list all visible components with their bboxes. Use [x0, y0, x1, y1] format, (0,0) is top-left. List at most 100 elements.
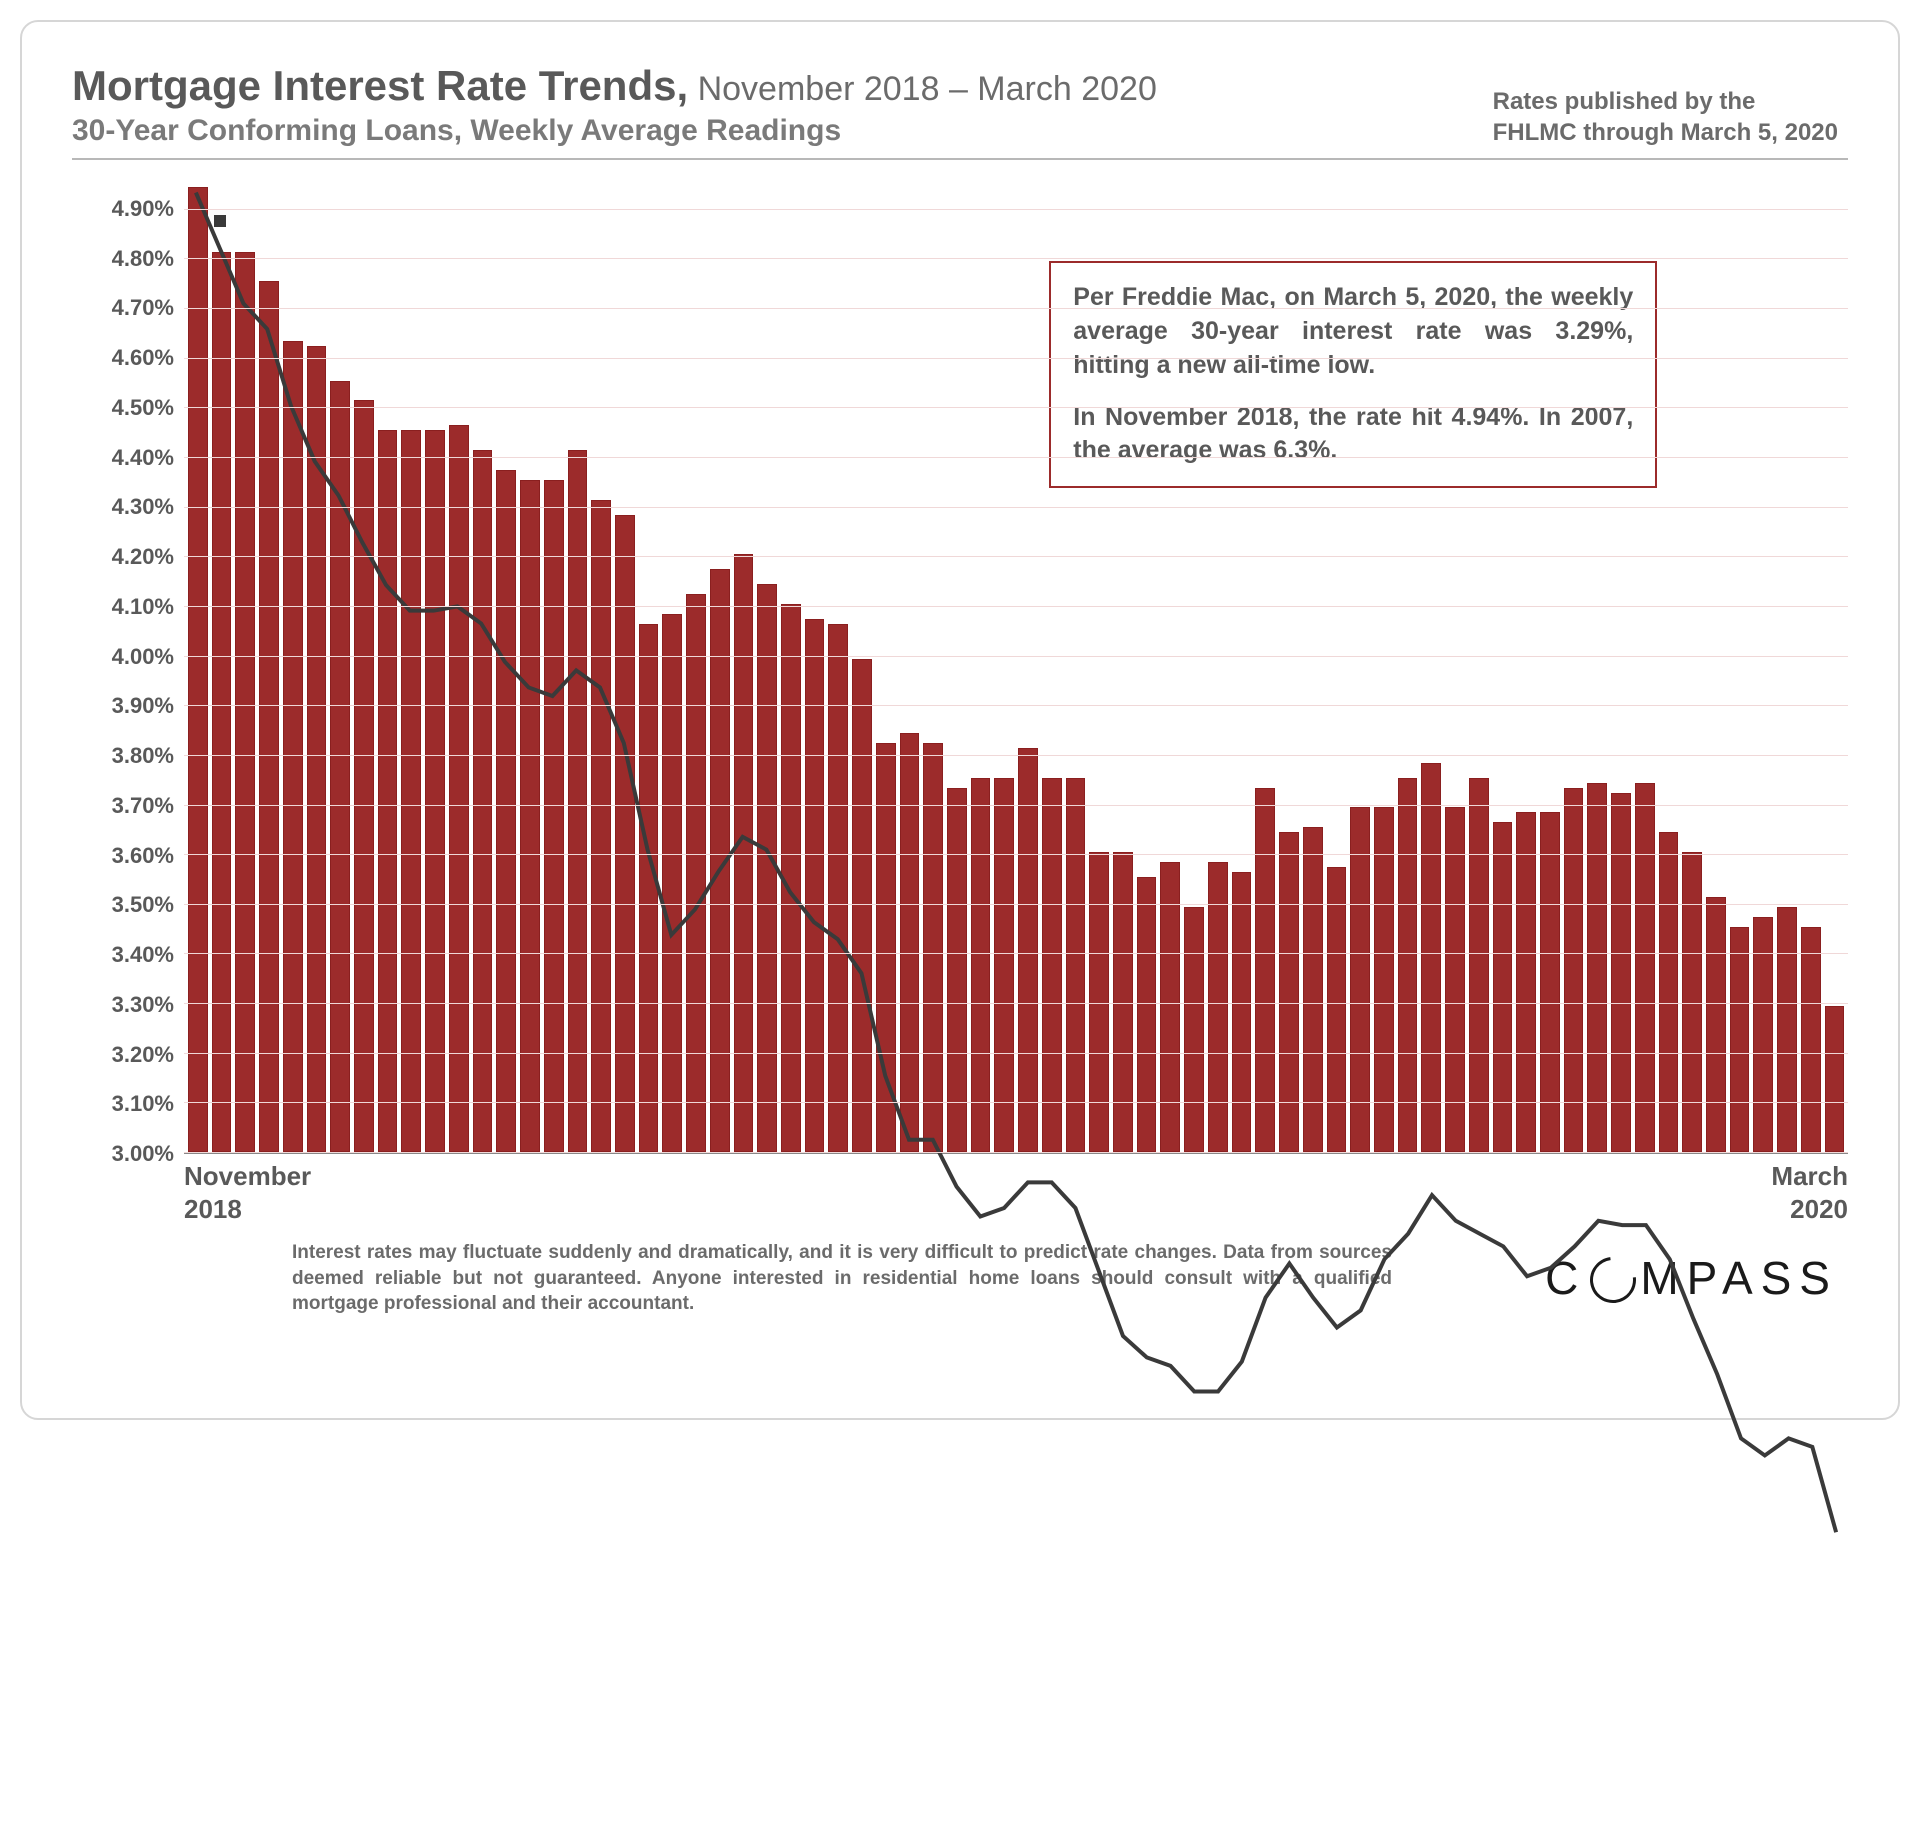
bar [1279, 832, 1299, 1152]
bar [1421, 763, 1441, 1152]
bar [1350, 807, 1370, 1152]
bar [401, 430, 421, 1152]
gridline [184, 258, 1848, 259]
y-tick-label: 4.20% [112, 544, 182, 570]
bar [496, 470, 516, 1152]
header: Mortgage Interest Rate Trends, November … [72, 62, 1848, 148]
gridline [184, 705, 1848, 706]
bar [235, 252, 255, 1153]
bar [662, 614, 682, 1152]
bar [1327, 867, 1347, 1152]
y-tick-label: 4.10% [112, 594, 182, 620]
bar [1066, 778, 1086, 1152]
bar [1753, 917, 1773, 1152]
bar [307, 346, 327, 1152]
gridline [184, 854, 1848, 855]
disclaimer: Interest rates may fluctuate suddenly an… [292, 1240, 1392, 1317]
bar [1445, 807, 1465, 1152]
source-line2: FHLMC through March 5, 2020 [1493, 117, 1838, 148]
callout-p1: Per Freddie Mac, on March 5, 2020, the w… [1073, 281, 1633, 382]
header-rule [72, 158, 1848, 160]
gridline [184, 805, 1848, 806]
gridline [184, 1003, 1848, 1004]
gridline [184, 606, 1848, 607]
x-start-month: November [184, 1160, 311, 1193]
gridline [184, 1152, 1848, 1153]
bar [591, 500, 611, 1152]
subtitle: 30-Year Conforming Loans, Weekly Average… [72, 114, 1157, 148]
bar [1184, 907, 1204, 1152]
bar [188, 187, 208, 1152]
bar [1611, 793, 1631, 1152]
gridline [184, 358, 1848, 359]
bar [757, 584, 777, 1152]
bar [1706, 897, 1726, 1152]
gridline [184, 407, 1848, 408]
bar [1635, 783, 1655, 1152]
gridline [184, 308, 1848, 309]
callout-box: Per Freddie Mac, on March 5, 2020, the w… [1049, 261, 1657, 488]
gridline [184, 1053, 1848, 1054]
bar [1398, 778, 1418, 1152]
x-axis-start: November 2018 [184, 1160, 311, 1225]
x-axis-end: March 2020 [1771, 1160, 1848, 1225]
y-tick-label: 3.00% [112, 1141, 182, 1167]
bar [781, 604, 801, 1152]
y-axis: 3.00%3.10%3.20%3.30%3.40%3.50%3.60%3.70%… [72, 184, 182, 1154]
bar [544, 480, 564, 1152]
x-end-month: March [1771, 1160, 1848, 1193]
gridline [184, 457, 1848, 458]
bar [1374, 807, 1394, 1152]
chart: 3.00%3.10%3.20%3.30%3.40%3.50%3.60%3.70%… [72, 184, 1848, 1154]
title-date-range: November 2018 – March 2020 [688, 70, 1157, 108]
gridline [184, 556, 1848, 557]
bar [520, 480, 540, 1152]
gridline [184, 209, 1848, 210]
bar [283, 341, 303, 1152]
y-tick-label: 4.80% [112, 246, 182, 272]
bar [1160, 862, 1180, 1152]
bar [852, 659, 872, 1152]
bar [1469, 778, 1489, 1152]
bar [212, 252, 232, 1153]
bar [425, 430, 445, 1152]
bar [1587, 783, 1607, 1152]
bar [1208, 862, 1228, 1152]
gridline [184, 904, 1848, 905]
y-tick-label: 4.00% [112, 644, 182, 670]
title-bold: Mortgage Interest Rate Trends, [72, 62, 688, 109]
bar [710, 569, 730, 1152]
y-tick-label: 3.70% [112, 793, 182, 819]
callout-p2: In November 2018, the rate hit 4.94%. In… [1073, 401, 1633, 469]
bar [947, 788, 967, 1152]
y-tick-label: 3.60% [112, 843, 182, 869]
bar [1232, 872, 1252, 1152]
bar [994, 778, 1014, 1152]
x-axis: November 2018 March 2020 [184, 1154, 1848, 1234]
bar [639, 624, 659, 1152]
y-tick-label: 4.60% [112, 345, 182, 371]
source-attribution: Rates published by the FHLMC through Mar… [1493, 86, 1848, 148]
bar [900, 733, 920, 1152]
bar [1516, 812, 1536, 1152]
gridline [184, 507, 1848, 508]
bar [1042, 778, 1062, 1152]
bar [1564, 788, 1584, 1152]
source-line1: Rates published by the [1493, 86, 1838, 117]
y-tick-label: 4.90% [112, 196, 182, 222]
bar [449, 425, 469, 1152]
bar [971, 778, 991, 1152]
start-marker [214, 215, 226, 227]
compass-logo: C MPASS [1545, 1251, 1838, 1305]
gridline [184, 953, 1848, 954]
gridline [184, 656, 1848, 657]
bar [615, 515, 635, 1152]
bar [330, 381, 350, 1152]
bar [1540, 812, 1560, 1152]
bar [1730, 927, 1750, 1152]
bar [1777, 907, 1797, 1152]
bar [1255, 788, 1275, 1152]
y-tick-label: 3.30% [112, 992, 182, 1018]
plot-area: Per Freddie Mac, on March 5, 2020, the w… [184, 184, 1848, 1154]
y-tick-label: 4.30% [112, 494, 182, 520]
